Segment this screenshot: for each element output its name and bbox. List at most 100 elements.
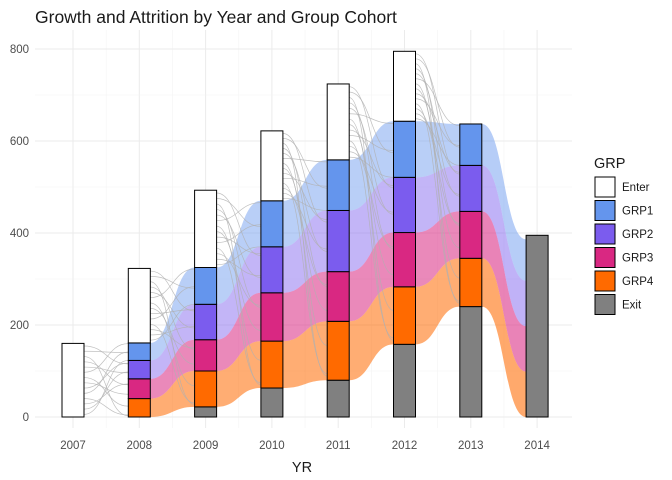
flow-enter-line	[282, 138, 328, 189]
flow-grp3-2010	[282, 271, 328, 342]
legend-key-exit	[594, 294, 616, 315]
flow-enter-line	[282, 177, 328, 187]
flow-enter-line	[83, 371, 129, 410]
flow-enter-line	[282, 197, 328, 211]
legend-key-grp1	[594, 200, 616, 221]
flow-enter-line	[150, 276, 195, 289]
flow-enter-line	[216, 214, 261, 278]
bar-grp2-2009	[194, 303, 218, 341]
bar-grp4-2008	[127, 398, 151, 418]
flow-enter-line	[83, 382, 129, 395]
x-tick-label: 2014	[524, 440, 550, 452]
flow-grp1-2011	[349, 121, 394, 211]
flow-enter-line	[282, 143, 328, 377]
legend: GRP Enter GRP1 GRP2 GRP3 GRP4 Exit	[594, 156, 654, 315]
bar-grp3-2013	[459, 210, 483, 259]
legend-label-exit: Exit	[622, 300, 642, 312]
bar-grp3-2009	[194, 339, 218, 372]
legend-title: GRP	[594, 156, 625, 172]
flow-enter-line	[282, 192, 328, 250]
bar-exit-2012	[393, 343, 416, 418]
flow-enter-line	[282, 167, 328, 311]
flow-enter-line	[83, 366, 129, 374]
flow-grp4-2010	[282, 321, 328, 389]
legend-label-grp2: GRP2	[622, 229, 653, 241]
bars	[61, 50, 549, 418]
flow-enter-line	[349, 91, 394, 153]
bar-grp1-2011	[326, 159, 350, 211]
bar-enter-2012	[393, 50, 416, 122]
flow-enter-line	[349, 113, 394, 124]
flow-enter-line	[415, 53, 460, 175]
flow-enter-line	[415, 88, 460, 249]
legend-key-grp3	[594, 247, 616, 268]
flow-enter-line	[282, 162, 328, 346]
flow-enter-line	[282, 157, 328, 163]
flow-enter-line	[150, 270, 195, 312]
x-tick-label: 2010	[259, 440, 285, 452]
legend-label-grp4: GRP4	[622, 276, 654, 288]
flow-enter-line	[216, 209, 261, 308]
y-tick-labels: 0 200 400 600 800	[10, 44, 29, 424]
chart-title: Growth and Attrition by Year and Group C…	[35, 7, 397, 27]
x-tick-label: 2008	[127, 440, 153, 452]
legend-label-grp1: GRP1	[622, 206, 653, 218]
flow-enter-line	[83, 351, 129, 394]
legend-label-grp3: GRP3	[622, 253, 653, 265]
flow-enter-line	[83, 356, 129, 417]
flow-enter-line	[83, 350, 129, 354]
bar-enter-2009	[194, 189, 218, 268]
bar-grp4-2012	[393, 286, 416, 345]
flow-enter-line	[83, 343, 129, 373]
bar-grp4-2013	[459, 257, 483, 308]
flow-grp3-2009	[216, 292, 261, 371]
flow-enter-line	[349, 118, 394, 311]
flow-enter-line	[150, 281, 195, 405]
flow-enter-line	[216, 246, 261, 266]
flow-enter-line	[349, 102, 394, 250]
bar-grp3-2011	[326, 271, 350, 322]
flow-enter-line	[83, 377, 129, 407]
bar-exit-2014	[525, 234, 549, 418]
flow-enter-line	[415, 93, 460, 173]
x-tick-label: 2007	[60, 440, 86, 452]
bar-grp2-2010	[260, 246, 284, 294]
x-tick-label: 2013	[458, 440, 484, 452]
flow-enter-line	[150, 329, 195, 349]
bar-enter-2007	[61, 342, 85, 418]
y-tick-label: 0	[23, 412, 29, 424]
x-tick-label: 2012	[392, 440, 418, 452]
flows	[83, 53, 527, 417]
bar-exit-2013	[459, 306, 483, 418]
bar-grp3-2008	[127, 378, 151, 400]
flow-grp4-2013-exit	[481, 258, 527, 417]
flow-enter-line	[349, 135, 394, 151]
flow-enter-line	[216, 224, 261, 244]
bar-enter-2010	[260, 130, 284, 202]
flow-enter-line	[349, 129, 394, 186]
y-tick-label: 800	[10, 44, 29, 56]
flow-enter-line	[349, 86, 394, 189]
flow-enter-line	[83, 345, 129, 365]
flow-grp4-2008	[150, 371, 195, 417]
flow-enter-line	[282, 172, 328, 220]
flow-enter-line	[415, 113, 460, 195]
bar-enter-2008	[127, 267, 151, 344]
bar-grp3-2012	[393, 232, 416, 288]
flow-enter-line	[150, 286, 195, 350]
flow-enter-line	[83, 362, 129, 389]
bar-grp2-2013	[459, 164, 483, 212]
flow-enter-line	[415, 63, 460, 304]
bar-exit-2010	[260, 387, 284, 418]
bar-grp4-2010	[260, 340, 284, 389]
flow-enter-line	[150, 268, 195, 299]
flow-enter-line	[282, 187, 328, 285]
bar-grp2-2008	[127, 359, 151, 380]
flow-enter-line	[216, 192, 261, 256]
bar-grp1-2009	[194, 267, 218, 305]
x-tick-label: 2009	[193, 440, 219, 452]
flow-enter-line	[349, 145, 394, 248]
bar-grp1-2013	[459, 123, 483, 166]
flow-enter-line	[415, 73, 460, 197]
